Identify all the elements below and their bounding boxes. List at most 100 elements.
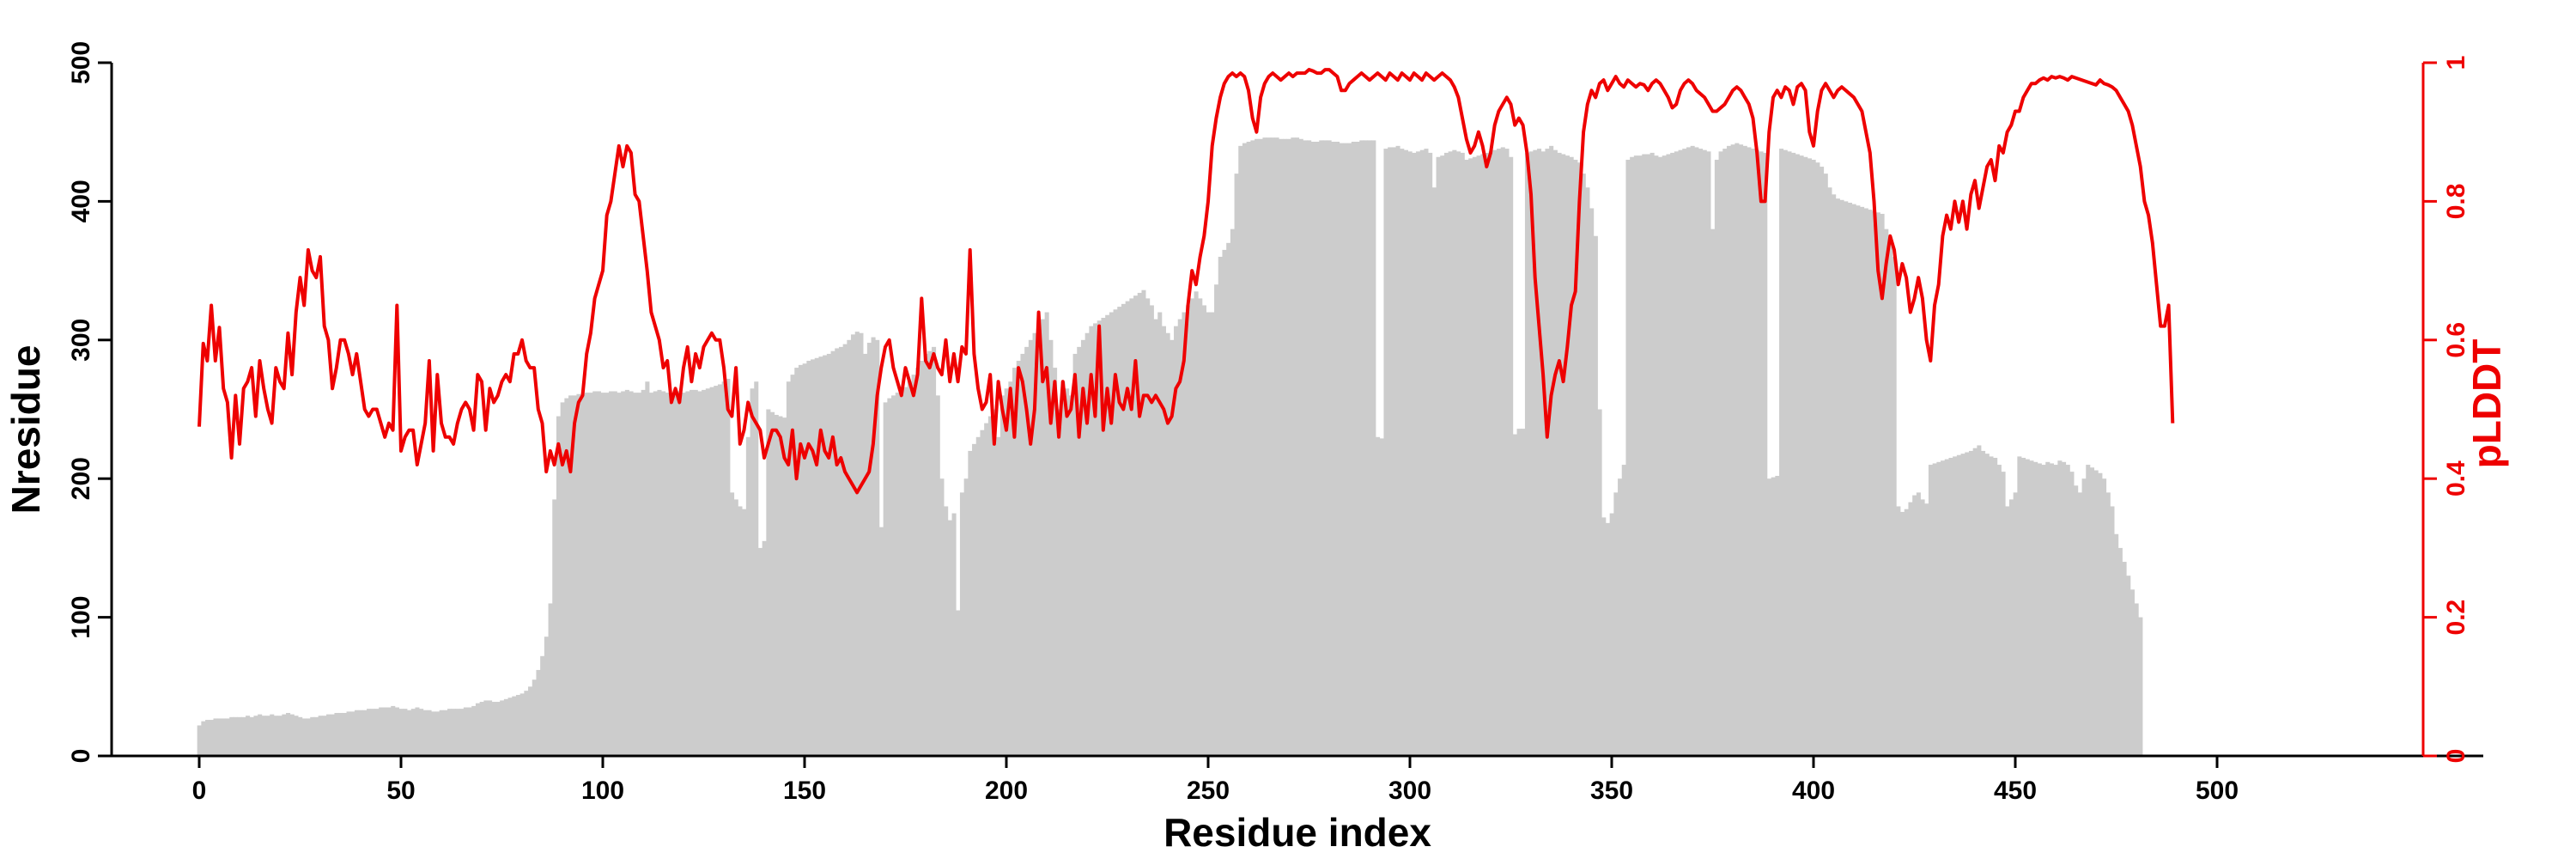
coverage-bar (330, 714, 335, 756)
axes: 0 50 100 150 200 250 300 350 400 450 500 0 100 200 300… (67, 41, 2483, 805)
coverage-bar (1884, 228, 1889, 756)
coverage-bar (2077, 492, 2082, 756)
coverage-bar (294, 716, 299, 756)
y-tick-label: 200 (67, 457, 95, 500)
coverage-bar (1428, 152, 1433, 756)
coverage-bar (681, 393, 686, 756)
coverage-bar (1585, 187, 1590, 756)
coverage-bar (1948, 457, 1953, 756)
coverage-bar (1327, 140, 1332, 756)
coverage-bar (588, 393, 593, 756)
y-tick-label: 300 (67, 319, 95, 362)
coverage-bar (1440, 155, 1445, 756)
coverage-bar (471, 705, 477, 756)
coverage-bar (2110, 506, 2115, 756)
x-axis-title: Residue index (1163, 810, 1431, 855)
coverage-bar (1347, 143, 1352, 757)
coverage-bar (1674, 151, 1679, 757)
coverage-bar (754, 381, 759, 756)
coverage-bar (782, 417, 787, 756)
coverage-bar (310, 716, 315, 756)
y2-tick-label: 0.2 (2442, 600, 2470, 636)
coverage-bar (1407, 151, 1413, 757)
coverage-bar (847, 339, 852, 756)
coverage-bar (1267, 137, 1272, 756)
coverage-bar (1395, 145, 1400, 757)
coverage-bar (887, 398, 892, 756)
coverage-bar (2081, 478, 2087, 756)
coverage-bar (1161, 326, 1166, 756)
coverage-bar (2008, 499, 2014, 756)
coverage-bar (475, 703, 480, 756)
coverage-bar (1040, 319, 1045, 756)
coverage-bar (645, 381, 650, 756)
coverage-bar (1488, 151, 1493, 757)
coverage-bar (2057, 460, 2063, 756)
coverage-bar (1856, 205, 1861, 757)
coverage-bar (367, 709, 372, 756)
x-tick-label: 300 (1388, 777, 1431, 805)
coverage-bar (313, 716, 319, 756)
coverage-bar (1984, 454, 1990, 756)
coverage-bar (1766, 478, 1771, 756)
coverage-bar (1847, 203, 1852, 756)
coverage-bar (1282, 138, 1287, 756)
coverage-bar (1516, 429, 1522, 756)
coverage-bar (1528, 151, 1534, 757)
coverage-bar (1149, 305, 1154, 756)
coverage-bar (1008, 381, 1013, 756)
coverage-bar (1771, 477, 1776, 756)
coverage-bar (1989, 456, 1994, 756)
coverage-bar (2129, 589, 2135, 756)
coverage-bar (241, 716, 246, 756)
coverage-bar (298, 716, 303, 756)
coverage-bar (233, 716, 238, 756)
coverage-bar (947, 520, 952, 756)
coverage-bar (1549, 145, 1554, 757)
coverage-bar (733, 499, 738, 756)
coverage-bar (1811, 159, 1816, 757)
coverage-bar (866, 343, 872, 756)
coverage-bar (1452, 149, 1457, 756)
coverage-bar (1416, 151, 1421, 757)
coverage-bar (1904, 509, 1909, 756)
coverage-bar (629, 391, 634, 756)
coverage-bar (1371, 140, 1376, 756)
coverage-bar (1403, 149, 1408, 756)
coverage-bar (1851, 204, 1856, 756)
coverage-bar (1645, 154, 1650, 756)
coverage-bar (1310, 142, 1315, 756)
coverage-bar (778, 416, 783, 756)
coverage-bar (854, 332, 860, 756)
coverage-bar (1331, 142, 1336, 756)
coverage-bar (1500, 147, 1505, 756)
coverage-bar (1077, 346, 1082, 756)
coverage-bar (1080, 339, 1085, 756)
y-tick-label: 100 (67, 596, 95, 639)
coverage-bar (1048, 339, 1054, 756)
coverage-bar (1359, 140, 1364, 756)
x-tick-label: 50 (386, 777, 415, 805)
coverage-bar (624, 389, 629, 756)
coverage-bar (641, 389, 646, 756)
coverage-bar (1339, 143, 1344, 757)
coverage-bar (500, 700, 505, 756)
coverage-bar (1174, 326, 1179, 756)
coverage-bar (1468, 158, 1473, 756)
coverage-bar (1056, 409, 1061, 756)
coverage-bar (338, 712, 343, 756)
coverage-bar (915, 368, 920, 756)
coverage-bar (1815, 162, 1820, 756)
coverage-bar (584, 393, 589, 756)
x-tick-label: 350 (1590, 777, 1633, 805)
plddt-line-layer (197, 68, 2175, 495)
coverage-bar (1718, 151, 1723, 757)
coverage-bar (431, 711, 436, 756)
y-axis-title: Nresidue (3, 345, 48, 515)
coverage-bar (693, 389, 698, 756)
coverage-bar (1242, 143, 1247, 757)
coverage-bar (717, 384, 722, 756)
coverage-bar (1117, 307, 1122, 756)
coverage-bar (503, 698, 508, 756)
coverage-bar (2138, 617, 2143, 756)
